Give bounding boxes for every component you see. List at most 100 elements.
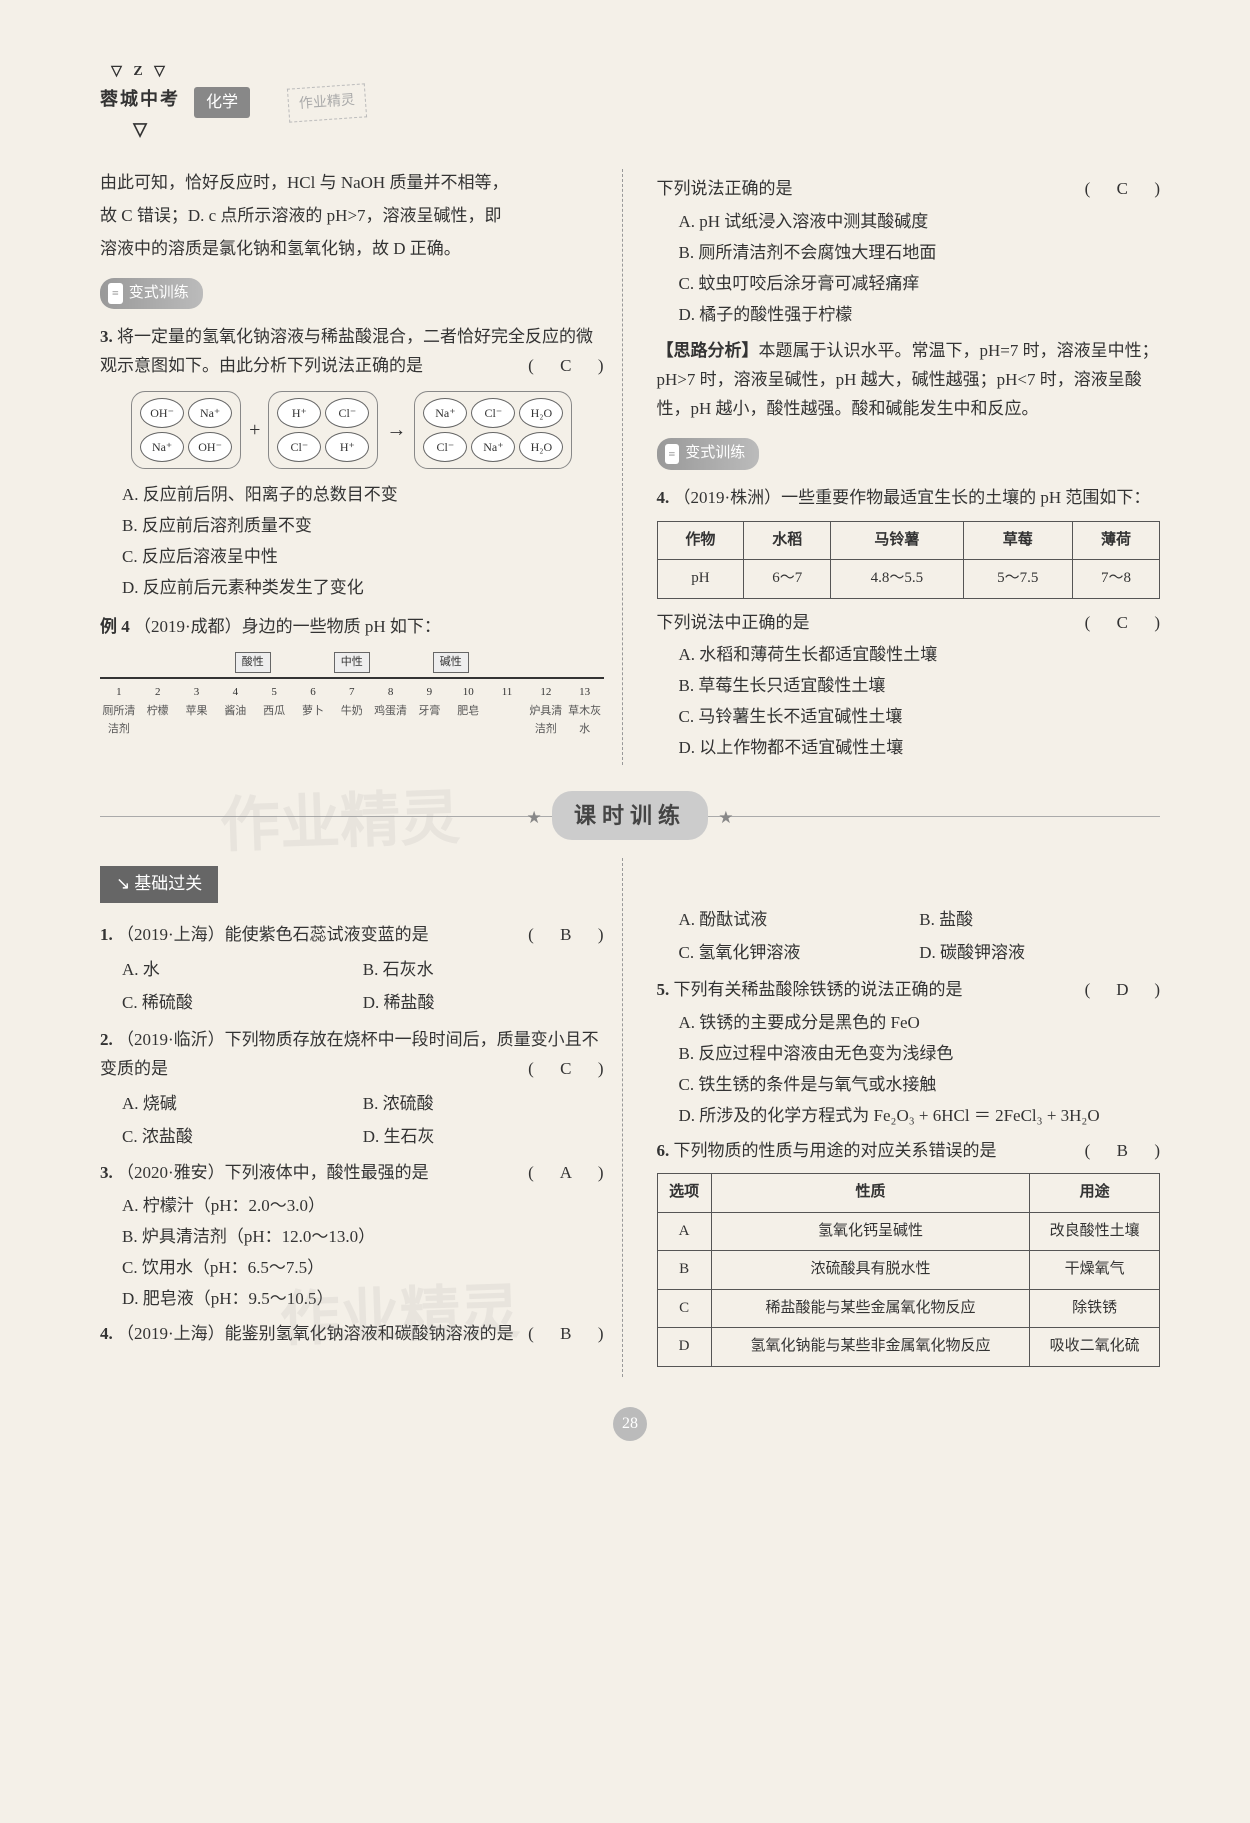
section-pill-variant: ≡ 变式训练 [657, 438, 760, 470]
left-column: 由此可知，恰好反应时，HCl 与 NaOH 质量并不相等， 故 C 错误；D. … [100, 169, 623, 765]
answer-value: C [1107, 175, 1137, 204]
q-number: 5. [657, 980, 670, 999]
question-b4: 4. （2019·上海）能鉴别氢氧化钠溶液和碳酸钠溶液的是 ( B ) [100, 1320, 604, 1349]
option: C. 氢氧化钾溶液 [679, 939, 920, 968]
table-header: 性质 [711, 1174, 1030, 1213]
ion: Na⁺ [188, 398, 232, 428]
right-top-question: 下列说法正确的是 ( C ) [657, 175, 1161, 204]
ph-item: 鸡蛋清 [372, 702, 410, 739]
ph-num: 8 [372, 683, 410, 702]
q-number: 2. [100, 1030, 113, 1049]
table-header: 用途 [1030, 1174, 1160, 1213]
ion: H₂O [519, 398, 563, 428]
option: D. 所涉及的化学方程式为 Fe₂O₃ + 6HCl ＝ 2FeCl₃ + 3H… [679, 1102, 1161, 1131]
ph-scale-diagram: 酸性 中性 碱性 1 2 3 4 5 6 7 8 9 10 11 12 13 [100, 651, 604, 739]
q-number: 4. [657, 488, 670, 507]
table-cell: 氢氧化钠能与某些非金属氧化物反应 [711, 1328, 1030, 1367]
table-cell: 稀盐酸能与某些金属氧化物反应 [711, 1289, 1030, 1328]
option: A. pH 试纸浸入溶液中测其酸碱度 [679, 208, 1161, 237]
option: D. 反应前后元素种类发生了变化 [122, 574, 604, 603]
watermark-stamp: 作业精灵 [287, 83, 367, 122]
table-cell: 5～7.5 [963, 560, 1073, 599]
question-b2: 2. （2019·临沂）下列物质存放在烧杯中一段时间后，质量变小且不变质的是 (… [100, 1026, 604, 1084]
option: A. 反应前后阴、阳离子的总数目不变 [122, 481, 604, 510]
book-icon: ≡ [108, 283, 123, 303]
ph-item: 西瓜 [255, 702, 293, 739]
table-row: 作物 水稻 马铃薯 草莓 薄荷 [657, 521, 1160, 560]
ph-num: 4 [216, 683, 254, 702]
section-pill-variant: ≡ 变式训练 [100, 278, 203, 310]
example-stem: （2019·成都）身边的一些物质 pH 如下： [134, 617, 441, 636]
page-number-value: 28 [613, 1407, 647, 1441]
option: B. 石灰水 [363, 956, 604, 985]
lower-left-column: 基础过关 1. （2019·上海）能使紫色石蕊试液变蓝的是 ( B ) A. 水… [100, 858, 623, 1377]
b5-options: A. 铁锈的主要成分是黑色的 FeO B. 反应过程中溶液由无色变为浅绿色 C.… [657, 1009, 1161, 1131]
option: B. 反应过程中溶液由无色变为浅绿色 [679, 1040, 1161, 1069]
table-header: 草莓 [963, 521, 1073, 560]
q-number: 1. [100, 925, 113, 944]
table-header: 马铃薯 [831, 521, 963, 560]
right-column: 下列说法正确的是 ( C ) A. pH 试纸浸入溶液中测其酸碱度 B. 厕所清… [651, 169, 1161, 765]
ph-item: 萝卜 [294, 702, 332, 739]
table-cell: 氢氧化钙呈碱性 [711, 1212, 1030, 1251]
option: B. 厕所清洁剂不会腐蚀大理石地面 [679, 239, 1161, 268]
ph-num: 11 [488, 683, 526, 702]
reactant-box-1: OH⁻ Na⁺ Na⁺ OH⁻ [131, 391, 241, 469]
table-cell: 干燥氧气 [1030, 1251, 1160, 1290]
q-number: 4. [100, 1324, 113, 1343]
q4-options: A. 水稻和薄荷生长都适宜酸性土壤 B. 草莓生长只适宜酸性土壤 C. 马铃薯生… [657, 641, 1161, 763]
q-stem: 下列说法中正确的是 [657, 613, 810, 632]
ph-item: 厕所清洁剂 [100, 702, 138, 739]
ph-num: 12 [527, 683, 565, 702]
book-icon: ≡ [665, 444, 680, 464]
table-header: 作物 [657, 521, 744, 560]
question-3: 3. 将一定量的氢氧化钠溶液与稀盐酸混合，二者恰好完全反应的微观示意图如下。由此… [100, 323, 604, 381]
intro-line: 溶液中的溶质是氯化钠和氢氧化钠，故 D 正确。 [100, 235, 604, 264]
logo-title: 蓉城中考 [100, 84, 180, 115]
sub-header-basics: 基础过关 [100, 866, 218, 903]
ph-num: 3 [178, 683, 216, 702]
answer-paren: ( C ) [1085, 609, 1160, 638]
table-cell: 7～8 [1073, 560, 1160, 599]
table-cell: 6～7 [744, 560, 831, 599]
ph-num: 6 [294, 683, 332, 702]
analysis: 【思路分析】本题属于认识水平。常温下，pH=7 时，溶液呈中性；pH>7 时，溶… [657, 337, 1161, 424]
answer-value: C [1107, 609, 1137, 638]
ph-item: 牛奶 [333, 702, 371, 739]
ph-num: 10 [449, 683, 487, 702]
option: C. 浓盐酸 [122, 1123, 363, 1152]
option: A. 烧碱 [122, 1090, 363, 1119]
ph-item: 炉具清洁剂 [527, 702, 565, 739]
table-header: 薄荷 [1073, 521, 1160, 560]
analysis-label: 【思路分析】 [657, 341, 759, 360]
q-stem: 将一定量的氢氧化钠溶液与稀盐酸混合，二者恰好完全反应的微观示意图如下。由此分析下… [100, 327, 593, 375]
ion: Cl⁻ [277, 432, 321, 462]
option: B. 反应前后溶剂质量不变 [122, 512, 604, 541]
q6-table: 选项 性质 用途 A 氢氧化钙呈碱性 改良酸性土壤 B 浓硫酸具有脱水性 干燥氧… [657, 1173, 1161, 1367]
intro-line: 由此可知，恰好反应时，HCl 与 NaOH 质量并不相等， [100, 169, 604, 198]
ion: H⁺ [277, 398, 321, 428]
ion: Na⁺ [140, 432, 184, 462]
q-stem: 下列有关稀盐酸除铁锈的说法正确的是 [674, 980, 963, 999]
lower-right-column: A. 酚酞试液B. 盐酸 C. 氢氧化钾溶液D. 碳酸钾溶液 5. 下列有关稀盐… [651, 858, 1161, 1377]
ph-item: 草木灰水 [566, 702, 604, 739]
option: A. 水 [122, 956, 363, 985]
ph-item: 酱油 [216, 702, 254, 739]
q4-sub-stem: 下列说法中正确的是 ( C ) [657, 609, 1161, 638]
ph-item: 苹果 [178, 702, 216, 739]
ph-tag: 中性 [334, 652, 370, 673]
option: D. 生石灰 [363, 1123, 604, 1152]
q-stem: （2019·上海）能鉴别氢氧化钠溶液和碳酸钠溶液的是 [117, 1324, 514, 1343]
example-label: 例 4 [100, 617, 130, 636]
ph-numbers: 1 2 3 4 5 6 7 8 9 10 11 12 13 [100, 683, 604, 702]
ion: Na⁺ [471, 432, 515, 462]
table-cell: 除铁锈 [1030, 1289, 1160, 1328]
b2-options: A. 烧碱B. 浓硫酸 C. 浓盐酸D. 生石灰 [100, 1088, 604, 1154]
question-b3: 3. （2020·雅安）下列液体中，酸性最强的是 ( A ) [100, 1159, 604, 1188]
option: C. 饮用水（pH：6.5～7.5） [122, 1254, 604, 1283]
banner-title: 课时训练 [552, 791, 708, 840]
answer-paren: ( D ) [1085, 976, 1160, 1005]
option: D. 以上作物都不适宜碱性土壤 [679, 734, 1161, 763]
table-row: C 稀盐酸能与某些金属氧化物反应 除铁锈 [657, 1289, 1160, 1328]
pill-label: 变式训练 [685, 441, 745, 467]
